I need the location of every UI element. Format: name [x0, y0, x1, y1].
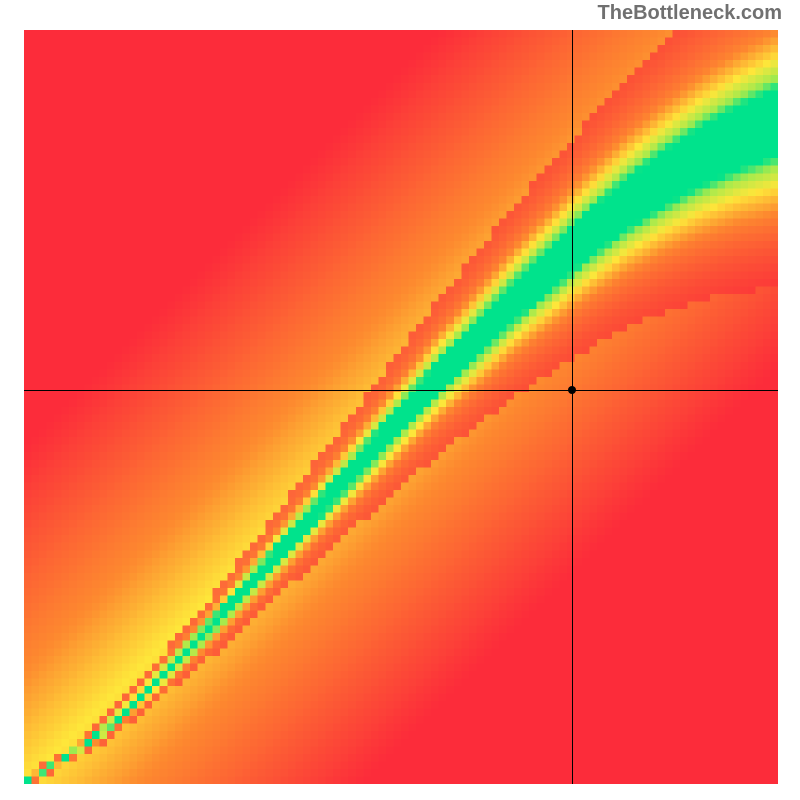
plot-area [24, 30, 778, 784]
crosshair-vertical [572, 30, 573, 784]
chart-container: TheBottleneck.com [0, 0, 800, 800]
heatmap-canvas [24, 30, 778, 784]
crosshair-marker [568, 386, 576, 394]
watermark-text: TheBottleneck.com [598, 2, 782, 25]
crosshair-horizontal [24, 390, 778, 391]
